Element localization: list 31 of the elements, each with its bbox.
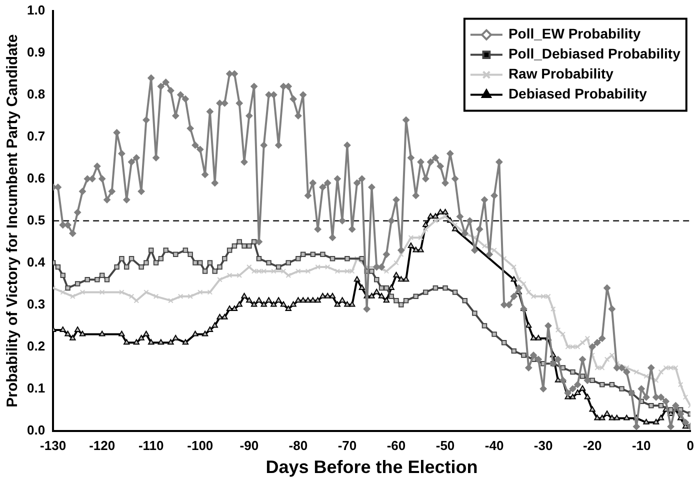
x-tick-label: -30 (534, 438, 553, 454)
x-tick-label: 0 (686, 438, 694, 454)
x-tick-label: -70 (338, 438, 357, 454)
x-tick-label: -40 (484, 438, 504, 454)
y-tick-label: 1.0 (26, 2, 46, 18)
y-tick-label: 0.2 (26, 338, 46, 354)
x-tick-label: -110 (138, 438, 164, 454)
legend-label: Poll_EW Probability (508, 26, 641, 42)
y-tick-label: 0.8 (26, 86, 46, 102)
x-tick-label: -130 (40, 438, 66, 454)
legend-label: Debiased Probability (508, 86, 648, 102)
x-tick-label: -60 (386, 438, 406, 454)
x-tick-label: -50 (436, 438, 455, 454)
legend-label: Poll_Debiased Probability (508, 46, 681, 62)
y-tick-label: 0.6 (26, 170, 46, 186)
x-tick-label: -100 (187, 438, 214, 454)
y-tick-label: 0.9 (26, 44, 46, 60)
y-tick-label: 0.4 (26, 254, 46, 270)
x-axis-title: Days Before the Election (266, 457, 478, 478)
y-tick-label: 0.7 (26, 128, 46, 144)
legend-label: Raw Probability (508, 66, 614, 82)
x-tick-label: -90 (240, 438, 259, 454)
y-axis-title: Probability of Victory for Incumbent Party Candidate (4, 34, 22, 408)
y-tick-label: 0.0 (26, 422, 46, 438)
x-tick-label: -20 (582, 438, 602, 454)
x-tick-label: -120 (89, 438, 116, 454)
x-tick-label: -10 (632, 438, 651, 454)
x-tick-label: -80 (288, 438, 308, 454)
y-tick-label: 0.5 (26, 212, 46, 228)
y-tick-label: 0.1 (26, 380, 46, 396)
y-tick-label: 0.3 (26, 296, 46, 312)
